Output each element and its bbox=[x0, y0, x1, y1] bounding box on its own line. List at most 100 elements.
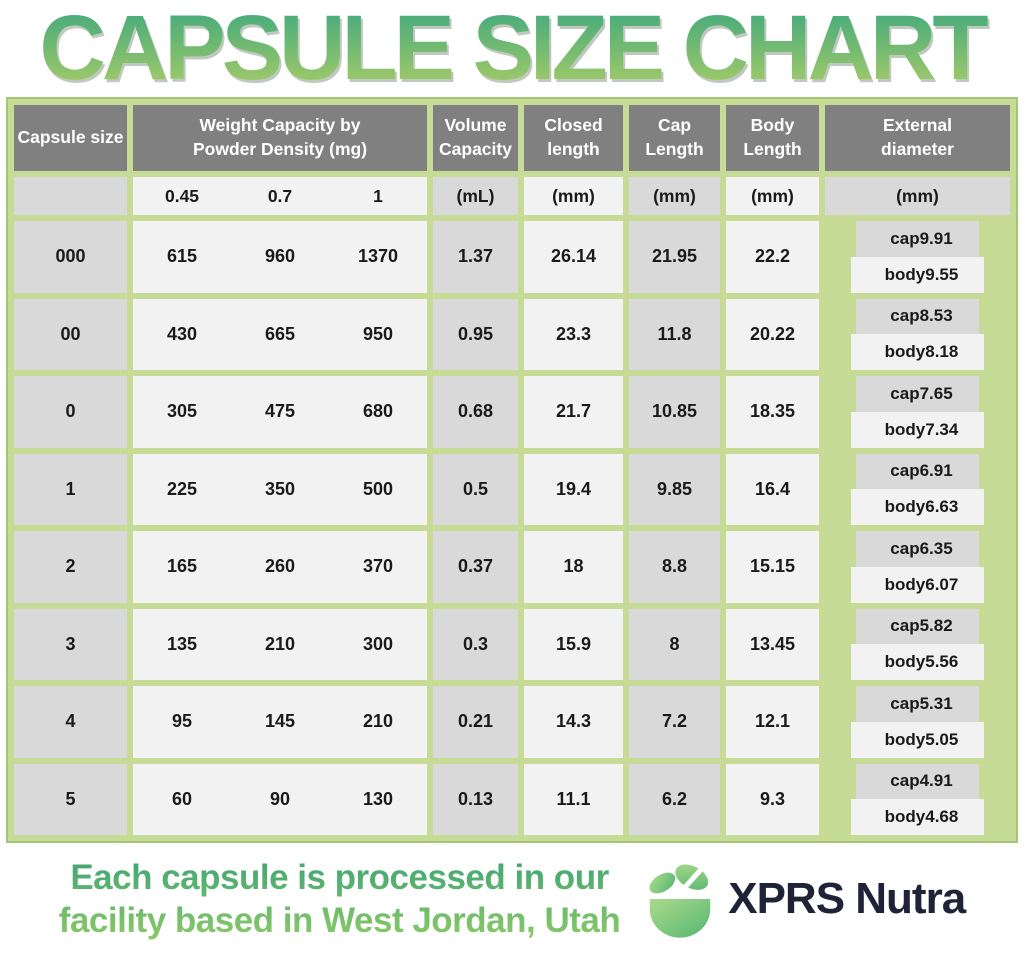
body-length-cell: 12.1 bbox=[726, 686, 819, 758]
cap-length-cell: 10.85 bbox=[629, 376, 720, 448]
col-header-cap-length: Cap Length bbox=[629, 105, 720, 171]
mortar-leaves-icon bbox=[649, 864, 711, 939]
body-label: body bbox=[884, 807, 926, 827]
facility-note-line2: facility based in West Jordan, Utah bbox=[58, 901, 621, 941]
subheader-blank-cell bbox=[14, 177, 127, 215]
body-diameter-value: 5.56 bbox=[925, 652, 959, 672]
external-body-row: body 7.34 bbox=[850, 411, 985, 448]
weight-1-value: 130 bbox=[362, 788, 394, 809]
cap-length-cell: 8.8 bbox=[629, 531, 720, 603]
weight-1-value: 210 bbox=[362, 711, 394, 732]
weight-capacity-cell: 95 145 210 bbox=[133, 686, 427, 758]
body-label: body bbox=[884, 497, 926, 517]
body-diameter-value: 4.68 bbox=[925, 807, 959, 827]
body-diameter-value: 9.55 bbox=[925, 264, 959, 284]
cap-length-cell: 11.8 bbox=[629, 298, 720, 370]
density-07-label: 0.7 bbox=[267, 185, 293, 206]
weight-1-value: 950 bbox=[362, 323, 394, 344]
body-label: body bbox=[884, 574, 926, 594]
cap-label: cap bbox=[890, 306, 920, 326]
body-label: body bbox=[884, 652, 926, 672]
cap-length-cell: 8 bbox=[629, 608, 720, 680]
external-body-row: body 4.68 bbox=[850, 799, 985, 835]
body-label: body bbox=[884, 342, 926, 362]
weight-045-value: 615 bbox=[166, 246, 198, 267]
weight-07-value: 350 bbox=[264, 478, 296, 499]
weight-07-value: 145 bbox=[264, 711, 296, 732]
density-1-label: 1 bbox=[373, 185, 383, 206]
cap-length-cell: 7.2 bbox=[629, 686, 720, 758]
closed-length-cell: 14.3 bbox=[524, 686, 623, 758]
body-diameter-value: 5.05 bbox=[925, 729, 959, 749]
body-length-cell: 15.15 bbox=[726, 531, 819, 603]
col-header-capsule-size: Capsule size bbox=[14, 105, 127, 171]
footer: Each capsule is processed in our facilit… bbox=[0, 856, 1024, 943]
external-cap-row: cap 7.65 bbox=[856, 376, 979, 412]
weight-capacity-cell: 60 90 130 bbox=[133, 763, 427, 835]
unit-cap-length: (mm) bbox=[629, 177, 720, 215]
weight-1-value: 1370 bbox=[357, 246, 399, 267]
external-diameter-cell: cap 9.91 body 9.55 bbox=[825, 221, 1010, 293]
weight-capacity-cell: 615 960 1370 bbox=[133, 221, 427, 293]
weight-07-value: 665 bbox=[264, 323, 296, 344]
unit-body-length: (mm) bbox=[726, 177, 819, 215]
unit-external-diameter: (mm) bbox=[825, 177, 1010, 215]
weight-capacity-cell: 305 475 680 bbox=[133, 376, 427, 448]
external-body-row: body 5.05 bbox=[850, 721, 985, 758]
external-body-row: body 8.18 bbox=[850, 334, 985, 370]
weight-1-value: 500 bbox=[362, 478, 394, 499]
capsule-size-cell: 5 bbox=[14, 763, 127, 835]
external-cap-row: cap 4.91 bbox=[856, 763, 979, 800]
subheader-densities: 0.45 0.7 1 bbox=[133, 177, 427, 215]
weight-capacity-cell: 165 260 370 bbox=[133, 531, 427, 603]
closed-length-cell: 15.9 bbox=[524, 608, 623, 680]
weight-07-value: 210 bbox=[264, 633, 296, 654]
capsule-size-cell: 1 bbox=[14, 453, 127, 525]
external-cap-row: cap 8.53 bbox=[856, 298, 979, 335]
external-cap-row: cap 6.91 bbox=[856, 453, 979, 490]
cap-diameter-value: 5.82 bbox=[919, 616, 953, 636]
external-diameter-cell: cap 8.53 body 8.18 bbox=[825, 298, 1010, 370]
cap-label: cap bbox=[890, 693, 920, 713]
cap-label: cap bbox=[890, 461, 920, 481]
external-cap-row: cap 6.35 bbox=[856, 531, 979, 567]
cap-label: cap bbox=[890, 383, 920, 403]
volume-capacity-cell: 0.13 bbox=[433, 763, 518, 835]
col-header-volume-capacity: Volume Capacity bbox=[433, 105, 518, 171]
external-diameter-cell: cap 6.35 body 6.07 bbox=[825, 531, 1010, 603]
external-cap-row: cap 9.91 bbox=[856, 221, 979, 257]
cap-label: cap bbox=[890, 538, 920, 558]
body-length-cell: 18.35 bbox=[726, 376, 819, 448]
volume-capacity-cell: 0.37 bbox=[433, 531, 518, 603]
body-length-cell: 16.4 bbox=[726, 453, 819, 525]
col-header-body-length: Body Length bbox=[726, 105, 819, 171]
external-diameter-cell: cap 5.31 body 5.05 bbox=[825, 686, 1010, 758]
cap-length-cell: 21.95 bbox=[629, 221, 720, 293]
weight-1-value: 370 bbox=[362, 556, 394, 577]
weight-07-value: 960 bbox=[264, 246, 296, 267]
cap-diameter-value: 5.31 bbox=[919, 693, 953, 713]
body-label: body bbox=[884, 729, 926, 749]
volume-capacity-cell: 0.5 bbox=[433, 453, 518, 525]
external-diameter-cell: cap 4.91 body 4.68 bbox=[825, 763, 1010, 835]
external-body-row: body 5.56 bbox=[850, 644, 985, 680]
capsule-size-cell: 0 bbox=[14, 376, 127, 448]
volume-capacity-cell: 0.21 bbox=[433, 686, 518, 758]
cap-label: cap bbox=[890, 228, 920, 248]
weight-capacity-cell: 430 665 950 bbox=[133, 298, 427, 370]
brand-name: XPRS Nutra bbox=[728, 874, 966, 924]
volume-capacity-cell: 0.68 bbox=[433, 376, 518, 448]
col-header-weight-capacity: Weight Capacity by Powder Density (mg) bbox=[133, 105, 427, 171]
facility-note: Each capsule is processed in our facilit… bbox=[59, 856, 620, 943]
closed-length-cell: 21.7 bbox=[524, 376, 623, 448]
capsule-size-cell: 000 bbox=[14, 221, 127, 293]
col-header-closed-length: Closed length bbox=[524, 105, 623, 171]
capsule-size-cell: 3 bbox=[14, 608, 127, 680]
external-cap-row: cap 5.31 bbox=[856, 686, 979, 722]
body-label: body bbox=[884, 419, 926, 439]
body-diameter-value: 7.34 bbox=[925, 419, 959, 439]
cap-diameter-value: 9.91 bbox=[919, 228, 953, 248]
external-body-row: body 9.55 bbox=[850, 256, 985, 293]
cap-length-cell: 9.85 bbox=[629, 453, 720, 525]
closed-length-cell: 18 bbox=[524, 531, 623, 603]
